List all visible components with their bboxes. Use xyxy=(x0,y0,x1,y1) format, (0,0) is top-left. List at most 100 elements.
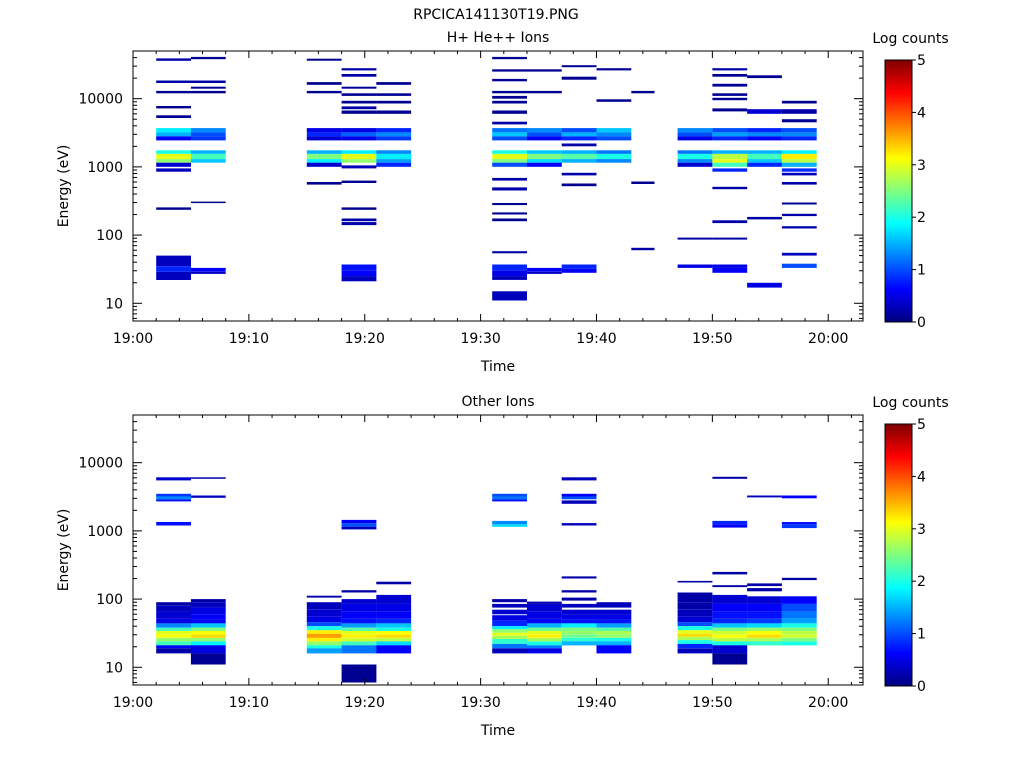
heatmap-cell xyxy=(341,106,377,110)
heatmap-cell xyxy=(492,499,527,502)
heatmap-cell xyxy=(781,618,817,624)
heatmap-cell xyxy=(527,601,562,604)
heatmap-cell xyxy=(712,93,748,96)
heatmap-cell xyxy=(492,496,527,500)
heatmap-cell xyxy=(747,631,782,635)
heatmap-cell xyxy=(747,282,782,288)
heatmap-cell xyxy=(712,237,748,240)
heatmap-cell xyxy=(747,596,782,604)
heatmap-cell xyxy=(376,631,412,635)
heatmap-cell xyxy=(781,611,817,619)
heatmap-cell xyxy=(712,524,748,528)
heatmap-cell xyxy=(341,180,377,183)
x-tick-label: 19:40 xyxy=(576,331,616,347)
heatmap-cell xyxy=(492,615,527,621)
heatmap-cell xyxy=(561,76,597,80)
heatmap-cell xyxy=(492,100,527,104)
heatmap-cell xyxy=(156,128,191,133)
heatmap-cell xyxy=(341,526,377,530)
heatmap-cell xyxy=(376,594,412,604)
heatmap-cell xyxy=(527,641,562,646)
heatmap-cell xyxy=(341,74,377,77)
heatmap-cell xyxy=(190,132,226,137)
heatmap-cell xyxy=(631,90,655,94)
heatmap-cell xyxy=(306,637,342,642)
heatmap-cell xyxy=(527,637,562,642)
heatmap-cell xyxy=(376,132,412,137)
heatmap-cell xyxy=(376,153,412,160)
heatmap-cell xyxy=(747,128,782,133)
heatmap-cell xyxy=(527,267,562,272)
x-tick-label: 19:00 xyxy=(113,331,153,347)
y-tick-label: 10 xyxy=(105,296,123,312)
plot-frame xyxy=(132,50,864,322)
heatmap-cell xyxy=(306,132,342,137)
heatmap-cell xyxy=(527,159,562,163)
heatmap-cell xyxy=(156,80,191,83)
heatmap-cell xyxy=(156,634,191,638)
heatmap-cell xyxy=(190,599,226,603)
heatmap-cell xyxy=(156,611,191,619)
heatmap-cell xyxy=(376,93,412,96)
heatmap-cell xyxy=(677,159,713,163)
heatmap-cell xyxy=(712,585,748,588)
heatmap-cell xyxy=(492,493,527,497)
heatmap-cell xyxy=(561,132,597,137)
heatmap-cell xyxy=(561,523,597,526)
heatmap-cell xyxy=(376,634,412,638)
heatmap-cell xyxy=(747,641,782,646)
y-tick-label: 1000 xyxy=(87,524,123,540)
heatmap-cell xyxy=(306,622,342,627)
panel-other-ions: Other Ions 19:00 19:10 19:20 19:30 19:40 19:50… xyxy=(56,394,949,739)
heatmap-cell xyxy=(156,266,191,272)
heatmap-cell xyxy=(747,216,782,220)
heatmap-cell xyxy=(156,648,191,654)
heatmap-cell xyxy=(306,150,342,154)
heatmap-cell xyxy=(341,159,377,163)
colorbar-tick-label: 5 xyxy=(917,53,926,69)
heatmap-cell xyxy=(781,603,817,612)
heatmap-cell xyxy=(306,616,342,623)
heatmap-cell xyxy=(156,255,191,267)
heatmap-cell xyxy=(492,187,527,191)
heatmap-cell xyxy=(527,645,562,649)
heatmap-cell xyxy=(492,632,527,636)
heatmap-cell xyxy=(596,128,632,133)
heatmap-cell xyxy=(527,128,562,133)
heatmap-cell xyxy=(781,522,817,525)
heatmap-cell xyxy=(781,226,817,229)
heatmap-cell xyxy=(190,631,226,635)
colorbar-tick-label: 4 xyxy=(917,105,926,121)
heatmap-cell xyxy=(631,181,655,184)
heatmap-cell xyxy=(306,153,342,160)
heatmap-cell xyxy=(561,623,597,628)
heatmap-cell xyxy=(596,631,632,635)
heatmap-cell xyxy=(781,623,817,628)
heatmap-cell xyxy=(190,637,226,642)
heatmap-cell xyxy=(677,153,713,160)
heatmap-cell xyxy=(712,641,748,646)
heatmap-cell xyxy=(527,631,562,635)
heatmap-cell xyxy=(376,159,412,163)
heatmap-cell xyxy=(306,641,342,646)
heatmap-cell xyxy=(596,619,632,624)
heatmap-cell xyxy=(190,159,226,163)
heatmap-cell xyxy=(781,136,817,141)
heatmap-cell xyxy=(561,493,597,497)
heatmap-cell xyxy=(677,630,713,634)
heatmap-cell xyxy=(376,611,412,619)
heatmap-cell xyxy=(677,609,713,617)
heatmap-cell xyxy=(712,162,748,167)
heatmap-cell xyxy=(677,592,713,603)
heatmap-cell xyxy=(306,136,342,141)
heatmap-cell xyxy=(492,121,527,125)
heatmap-cell xyxy=(190,201,226,204)
heatmap-cell xyxy=(492,648,527,654)
heatmap-cell xyxy=(747,495,782,498)
heatmap-cell xyxy=(156,90,191,94)
heatmap-cell xyxy=(677,636,713,641)
heatmap-cell xyxy=(561,637,597,642)
heatmap-cell xyxy=(156,499,191,502)
heatmap-cell xyxy=(747,603,782,612)
heatmap-cell xyxy=(561,183,597,187)
